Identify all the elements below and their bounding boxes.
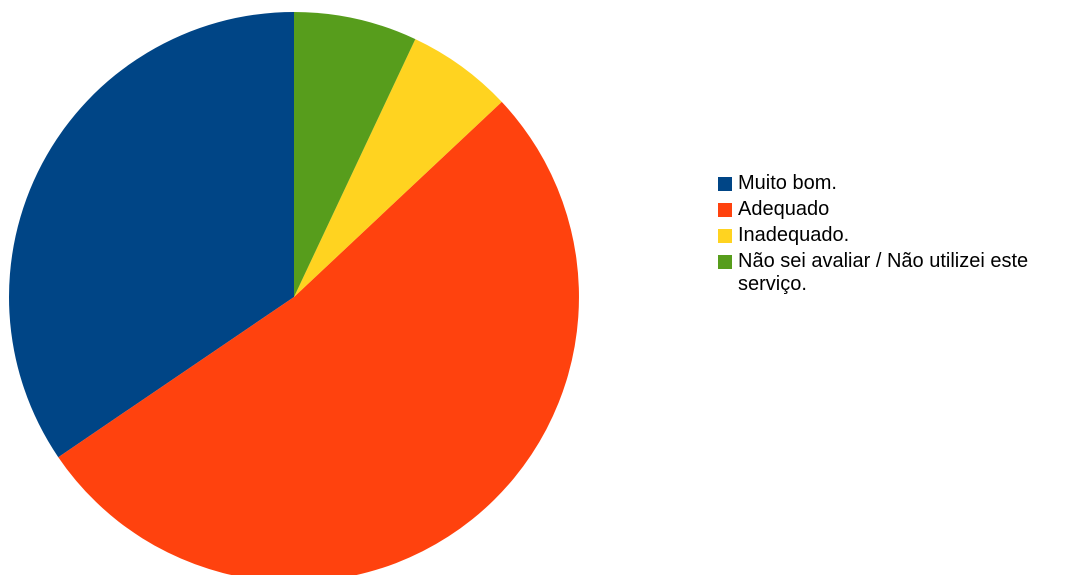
pie-slice-muito-bom (9, 12, 294, 458)
pie-slice-inadequado (294, 39, 502, 298)
legend-label-inadequado: Inadequado. (738, 224, 850, 246)
legend-item-muito-bom: Muito bom. (718, 172, 1068, 195)
legend-swatch-muito-bom (718, 177, 732, 191)
legend-item-inadequado: Inadequado. (718, 224, 1068, 247)
legend-swatch-inadequado (718, 229, 732, 243)
pie-slice-nao-sei-avaliar (294, 12, 416, 297)
legend-swatch-adequado (718, 203, 732, 217)
legend-item-nao-sei-avaliar: Não sei avaliar / Não utilizei este serv… (718, 250, 1068, 296)
legend: Muito bom. Adequado Inadequado. Não sei … (718, 172, 1068, 299)
legend-label-nao-sei-avaliar: Não sei avaliar / Não utilizei este serv… (738, 250, 1029, 295)
legend-item-adequado: Adequado (718, 198, 1068, 221)
legend-label-muito-bom: Muito bom. (738, 172, 837, 194)
legend-swatch-nao-sei-avaliar (718, 255, 732, 269)
pie-slice-adequado (58, 101, 579, 575)
legend-label-adequado: Adequado (738, 198, 830, 220)
